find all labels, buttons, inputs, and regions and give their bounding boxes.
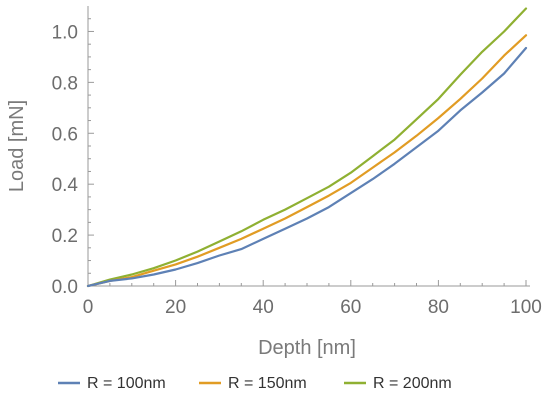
chart-legend: R = 100nm R = 150nm R = 200nm — [58, 375, 452, 392]
chart-axes — [87, 6, 530, 287]
y-tick-label: 0.6 — [52, 124, 78, 145]
x-axis-ticks: 0 20 40 60 80 100 — [83, 280, 542, 318]
x-tick-label: 40 — [253, 297, 274, 318]
y-tick-label: 0.8 — [52, 73, 78, 94]
y-tick-label: 0.0 — [52, 277, 78, 298]
y-tick-label: 0.2 — [52, 226, 78, 247]
y-tick-label: 1.0 — [52, 22, 78, 43]
x-tick-label: 0 — [83, 297, 94, 318]
y-axis-title: Load [mN] — [6, 100, 28, 192]
series-line — [86, 34, 528, 288]
x-tick-label: 80 — [428, 297, 449, 318]
legend-label: R = 100nm — [87, 375, 166, 392]
legend-label: R = 150nm — [228, 375, 307, 392]
series-line — [86, 7, 528, 288]
x-axis-title: Depth [nm] — [258, 337, 356, 359]
y-axis-ticks: 0.0 0.2 0.4 0.6 0.8 1.0 — [52, 18, 94, 298]
y-tick-label: 0.4 — [52, 175, 79, 196]
x-tick-label: 20 — [165, 297, 186, 318]
legend-label: R = 200nm — [373, 375, 452, 392]
plot-series — [86, 7, 528, 288]
x-tick-label: 100 — [510, 297, 542, 318]
series-line — [86, 46, 528, 288]
x-tick-label: 60 — [340, 297, 361, 318]
